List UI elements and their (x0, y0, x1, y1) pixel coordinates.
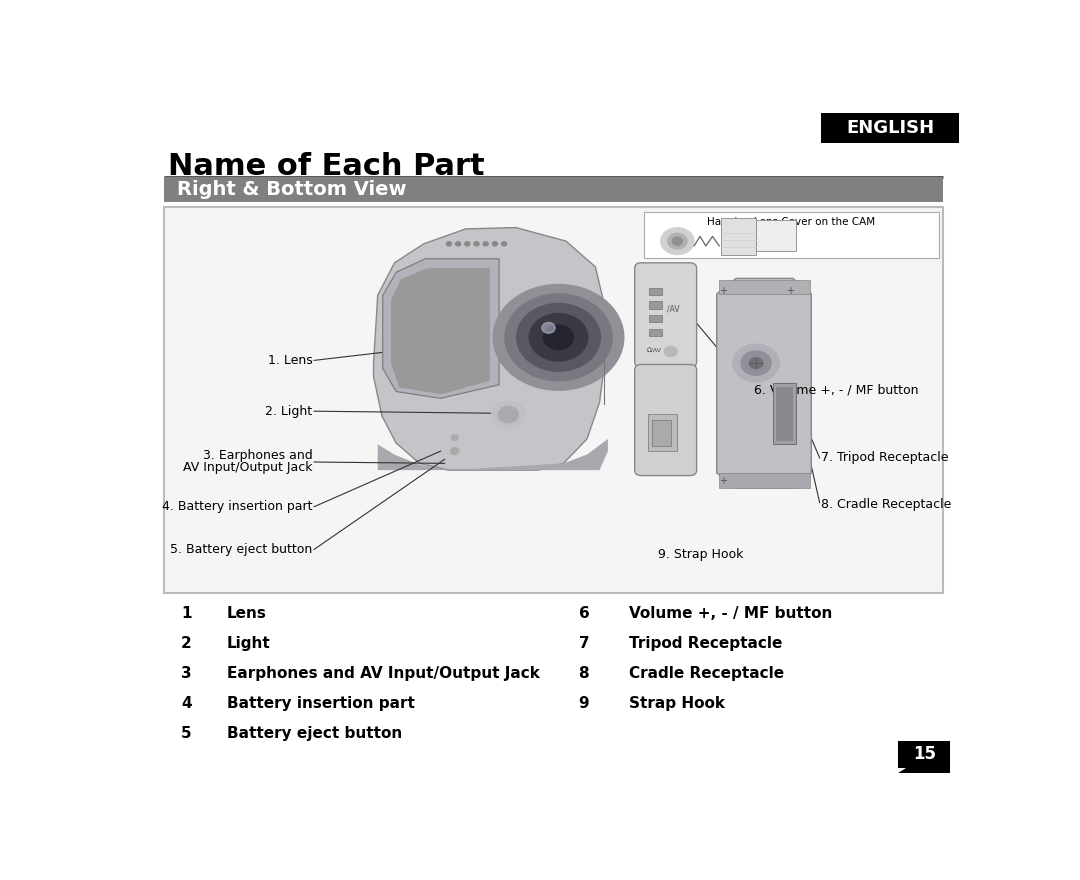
Text: 4. Battery insertion part: 4. Battery insertion part (162, 500, 312, 513)
Text: AV Input/Output Jack: AV Input/Output Jack (183, 461, 312, 474)
Circle shape (667, 233, 688, 249)
Text: 7: 7 (579, 636, 590, 651)
FancyBboxPatch shape (644, 212, 939, 258)
Circle shape (464, 242, 470, 246)
Circle shape (446, 242, 451, 246)
Text: +: + (718, 286, 727, 296)
Circle shape (456, 242, 460, 246)
Text: 6. Volume +, - / MF button: 6. Volume +, - / MF button (754, 384, 919, 397)
Text: Strap Hook: Strap Hook (629, 696, 725, 711)
Circle shape (661, 228, 694, 254)
Bar (721, 218, 756, 255)
Circle shape (750, 357, 762, 369)
Polygon shape (382, 259, 499, 399)
Circle shape (543, 325, 573, 349)
Text: Cradle Receptacle: Cradle Receptacle (629, 666, 784, 681)
Text: Earphones and AV Input/Output Jack: Earphones and AV Input/Output Jack (227, 666, 540, 681)
FancyBboxPatch shape (899, 740, 950, 767)
Text: Tripod Receptacle: Tripod Receptacle (629, 636, 782, 651)
Bar (652, 420, 671, 446)
Text: /AV: /AV (667, 304, 680, 313)
Circle shape (450, 448, 459, 455)
FancyBboxPatch shape (719, 281, 810, 294)
Circle shape (741, 351, 771, 375)
Circle shape (529, 313, 588, 361)
Text: 5: 5 (181, 725, 191, 741)
Text: Right & Bottom View: Right & Bottom View (177, 180, 406, 199)
Circle shape (505, 294, 612, 381)
Text: 2: 2 (181, 636, 192, 651)
Circle shape (498, 407, 518, 422)
Circle shape (451, 435, 458, 440)
Text: 3: 3 (181, 666, 191, 681)
Bar (777, 387, 793, 441)
Text: 7. Tripod Receptacle: 7. Tripod Receptacle (821, 451, 949, 465)
Circle shape (492, 242, 498, 246)
FancyBboxPatch shape (821, 113, 959, 143)
Text: 2. Light: 2. Light (266, 405, 312, 418)
Text: 15: 15 (913, 745, 935, 763)
Text: 5. Battery eject button: 5. Battery eject button (171, 543, 312, 556)
Text: +: + (718, 476, 727, 486)
Text: 4: 4 (181, 696, 191, 711)
Text: 1. Lens: 1. Lens (268, 354, 312, 367)
Text: Lens: Lens (227, 606, 267, 621)
Bar (649, 315, 662, 322)
Bar (648, 414, 676, 451)
Circle shape (542, 322, 555, 334)
FancyBboxPatch shape (164, 177, 943, 202)
Polygon shape (717, 278, 811, 488)
Text: ENGLISH: ENGLISH (847, 119, 934, 137)
Text: 8. Cradle Receptacle: 8. Cradle Receptacle (821, 497, 951, 510)
Text: 3. Earphones and: 3. Earphones and (203, 450, 312, 462)
FancyBboxPatch shape (635, 263, 697, 367)
Text: Ω/AV: Ω/AV (647, 348, 662, 354)
Text: Battery eject button: Battery eject button (227, 725, 403, 741)
Circle shape (516, 304, 600, 371)
Circle shape (494, 284, 624, 390)
Text: 9. Strap Hook: 9. Strap Hook (658, 547, 743, 561)
Circle shape (483, 242, 488, 246)
Circle shape (501, 242, 507, 246)
Circle shape (664, 346, 677, 357)
Text: 1: 1 (181, 606, 191, 621)
Text: +: + (785, 286, 794, 296)
Circle shape (673, 237, 683, 246)
Text: Volume +, - / MF button: Volume +, - / MF button (629, 606, 833, 621)
Polygon shape (899, 740, 950, 773)
FancyBboxPatch shape (635, 364, 697, 475)
Bar (773, 384, 796, 444)
Text: Light: Light (227, 636, 271, 651)
Bar (649, 302, 662, 309)
Polygon shape (391, 268, 490, 394)
Polygon shape (374, 228, 606, 470)
Bar (649, 328, 662, 336)
Bar (719, 473, 810, 488)
Text: 9: 9 (579, 696, 590, 711)
Bar (649, 288, 662, 296)
Text: 8: 8 (579, 666, 590, 681)
Text: Name of Each Part: Name of Each Part (168, 152, 485, 181)
FancyBboxPatch shape (164, 207, 943, 593)
Circle shape (732, 344, 780, 382)
Circle shape (491, 401, 525, 429)
Circle shape (474, 242, 480, 246)
Text: Battery insertion part: Battery insertion part (227, 696, 415, 711)
Text: 6: 6 (579, 606, 590, 621)
Polygon shape (378, 439, 608, 470)
Bar (756, 220, 796, 251)
Text: Hanging Lens Cover on the CAM: Hanging Lens Cover on the CAM (707, 217, 875, 227)
